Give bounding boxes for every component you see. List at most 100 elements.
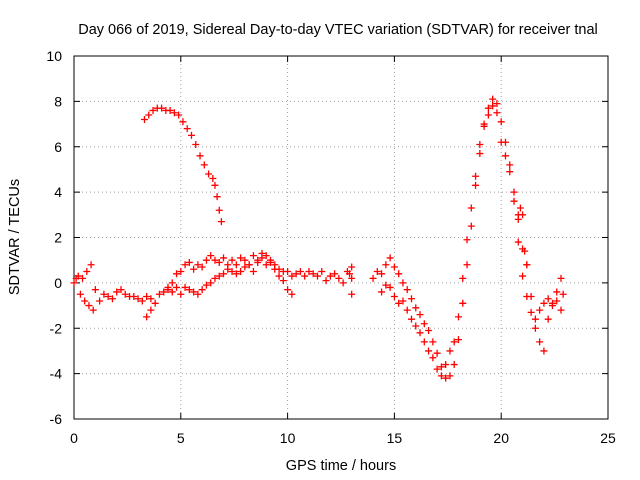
data-point-plus xyxy=(433,349,441,357)
data-point-plus xyxy=(241,263,249,271)
data-point-plus xyxy=(527,308,535,316)
data-point-plus xyxy=(382,281,390,289)
y-tick-label: 6 xyxy=(54,139,62,155)
data-point-plus xyxy=(420,320,428,328)
data-point-plus xyxy=(207,252,215,260)
data-point-plus xyxy=(200,161,208,169)
data-point-plus xyxy=(553,297,561,305)
data-point-plus xyxy=(91,286,99,294)
data-point-plus xyxy=(160,288,168,296)
data-point-plus xyxy=(187,131,195,139)
data-point-plus xyxy=(81,297,89,305)
data-point-plus xyxy=(209,175,217,183)
data-point-plus xyxy=(284,286,292,294)
data-point-plus xyxy=(348,263,356,271)
data-point-plus xyxy=(331,270,339,278)
data-point-plus xyxy=(536,306,544,314)
data-point-plus xyxy=(140,116,148,124)
data-point-plus xyxy=(158,104,166,112)
data-point-plus xyxy=(284,268,292,276)
data-point-plus xyxy=(557,274,565,282)
data-point-plus xyxy=(173,283,181,291)
data-point-plus xyxy=(228,256,236,264)
y-tick-label: 0 xyxy=(54,275,62,291)
data-point-plus xyxy=(173,270,181,278)
data-point-plus xyxy=(346,270,354,278)
data-point-plus xyxy=(386,283,394,291)
data-point-plus xyxy=(213,193,221,201)
data-point-plus xyxy=(202,281,210,289)
data-point-plus xyxy=(232,261,240,269)
data-point-plus xyxy=(429,354,437,362)
data-point-plus xyxy=(314,272,322,280)
data-point-plus xyxy=(437,372,445,380)
data-point-plus xyxy=(85,302,93,310)
x-tick-label: 0 xyxy=(70,430,78,446)
data-point-plus xyxy=(183,125,191,133)
grid-lines xyxy=(74,56,608,419)
data-point-plus xyxy=(138,297,146,305)
data-point-plus xyxy=(79,274,87,282)
data-point-plus xyxy=(472,172,480,180)
data-point-plus xyxy=(553,288,561,296)
data-point-plus xyxy=(454,313,462,321)
data-point-plus xyxy=(463,261,471,269)
data-point-plus xyxy=(493,100,501,108)
data-point-plus xyxy=(288,290,296,298)
data-point-plus xyxy=(147,306,155,314)
data-point-plus xyxy=(87,261,95,269)
data-point-plus xyxy=(262,252,270,260)
data-point-plus xyxy=(198,286,206,294)
data-point-plus xyxy=(301,272,309,280)
data-point-plus xyxy=(100,290,108,298)
data-point-plus xyxy=(309,270,317,278)
data-point-plus xyxy=(117,286,125,294)
data-point-plus xyxy=(335,274,343,282)
data-point-plus xyxy=(205,170,213,178)
data-point-plus xyxy=(143,313,151,321)
data-point-plus xyxy=(292,270,300,278)
x-tick-label: 15 xyxy=(387,430,403,446)
data-point-plus xyxy=(399,297,407,305)
data-point-plus xyxy=(164,283,172,291)
data-point-plus xyxy=(245,261,253,269)
data-point-plus xyxy=(373,268,381,276)
data-point-plus xyxy=(232,270,240,278)
data-point-plus xyxy=(318,268,326,276)
data-point-plus xyxy=(510,197,518,205)
y-tick-label: -2 xyxy=(50,320,63,336)
data-point-plus xyxy=(395,299,403,307)
data-point-plus xyxy=(175,111,183,119)
data-point-plus xyxy=(322,277,330,285)
data-point-plus xyxy=(134,295,142,303)
x-axis: 0 5 10 15 20 25 xyxy=(70,56,616,446)
data-point-plus xyxy=(348,290,356,298)
data-point-plus xyxy=(237,268,245,276)
y-tick-label: 8 xyxy=(54,93,62,109)
data-point-plus xyxy=(70,279,78,287)
data-point-plus xyxy=(476,150,484,158)
x-tick-label: 20 xyxy=(493,430,509,446)
data-point-plus xyxy=(369,274,377,282)
data-point-plus xyxy=(181,261,189,269)
data-point-plus xyxy=(83,268,91,276)
data-point-plus xyxy=(390,292,398,300)
data-point-plus xyxy=(420,338,428,346)
data-point-plus xyxy=(378,270,386,278)
data-point-plus xyxy=(181,283,189,291)
data-point-plus xyxy=(519,211,527,219)
data-point-plus xyxy=(544,315,552,323)
data-point-plus xyxy=(207,279,215,287)
data-point-plus xyxy=(407,295,415,303)
data-point-plus xyxy=(416,329,424,337)
data-point-plus xyxy=(89,306,97,314)
y-axis: -6 -4 -2 0 2 4 6 8 10 xyxy=(46,48,608,427)
data-point-plus xyxy=(155,290,163,298)
data-point-plus xyxy=(74,272,82,280)
data-point-plus xyxy=(113,288,121,296)
data-point-plus xyxy=(249,268,257,276)
data-point-plus xyxy=(506,168,514,176)
data-point-plus xyxy=(497,118,505,126)
data-point-plus xyxy=(224,261,232,269)
